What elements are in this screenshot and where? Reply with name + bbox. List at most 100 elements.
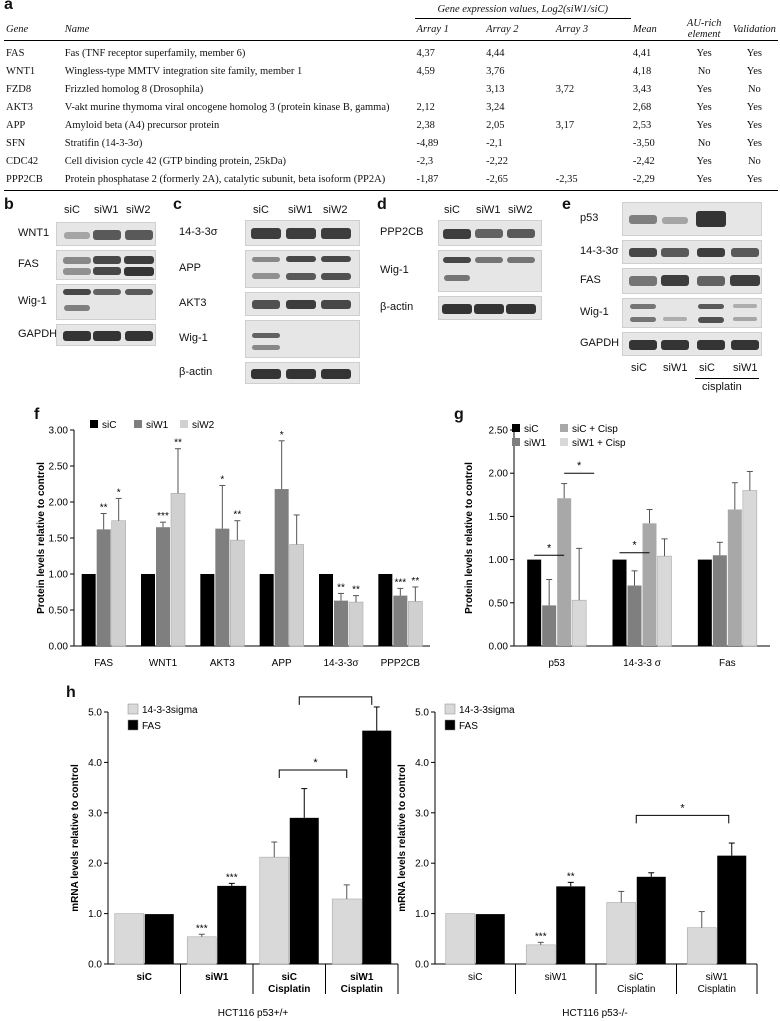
western-blot-e: p53 14-3-3σ FAS Wig-1 GAPDH siC siW1 siC siW1 cis… — [560, 190, 780, 400]
bar — [186, 936, 217, 965]
bar — [230, 539, 245, 647]
blot-band — [64, 305, 90, 311]
blot-band — [629, 340, 657, 350]
table-cell: 4,18 — [632, 66, 652, 77]
table-row: APP Amyloid beta (A4) precursor protein 2,… — [4, 117, 778, 135]
significance-bracket — [278, 769, 348, 778]
bar — [612, 559, 627, 646]
y-tick-label: 2.0 — [88, 859, 102, 870]
blot-band — [733, 304, 757, 308]
table-cell: Yes — [746, 138, 763, 149]
table-cell: 3,43 — [632, 84, 652, 95]
table-cell: 4,41 — [632, 48, 652, 59]
lane-label: siW1 — [94, 204, 119, 216]
blot-strip — [622, 240, 762, 264]
col-mean: Mean — [632, 23, 657, 35]
table-cell: Cell division cycle 42 (GTP binding prot… — [64, 156, 286, 167]
table-cell: 2,38 — [416, 120, 435, 131]
table-cell: Yes — [746, 120, 763, 131]
blot-band — [252, 300, 280, 309]
significance-bracket — [635, 814, 730, 824]
table-cell — [554, 135, 631, 153]
blot-row-label: 14-3-3σ — [580, 245, 619, 257]
table-cell: 3,72 — [555, 84, 575, 95]
y-axis-title: mRNA levels relative to control — [397, 764, 408, 912]
blot-band — [661, 340, 689, 350]
table-row: FZD8 Frizzled homolog 8 (Drosophila) 3,13 3… — [4, 81, 778, 99]
y-tick-label: 1.0 — [415, 909, 429, 920]
blot-band — [125, 331, 153, 341]
bar — [259, 574, 274, 646]
blot-row-label: p53 — [580, 212, 599, 224]
table-cell: PPP2CB — [6, 174, 43, 185]
legend-swatch — [180, 420, 188, 428]
y-tick-label: 1.00 — [489, 555, 509, 566]
category-label: siW1 — [350, 972, 374, 983]
table-cell: -4,89 — [416, 138, 439, 149]
col-array1: Array 1 — [416, 23, 449, 35]
blot-strip — [622, 202, 762, 236]
bar — [742, 490, 758, 647]
blot-band — [629, 215, 657, 224]
bar — [445, 913, 476, 965]
blot-band — [251, 228, 281, 239]
blot-strip — [56, 222, 156, 246]
legend-swatch — [512, 438, 520, 446]
blot-strip — [56, 250, 156, 280]
table-cell: Yes — [746, 48, 763, 59]
significance-mark: ** — [352, 585, 360, 596]
legend-label: siC + Cisp — [572, 424, 618, 435]
blot-row-label: FAS — [580, 274, 601, 286]
significance-mark: *** — [226, 872, 238, 883]
table-cell: Yes — [696, 84, 712, 95]
table-cell: -1,87 — [416, 174, 439, 185]
blot-row-label: Wig-1 — [179, 332, 208, 344]
blot-band — [443, 229, 471, 239]
blot-band — [286, 228, 316, 239]
blot-row-label: β-actin — [179, 366, 213, 378]
panel-label-a: a — [4, 0, 13, 13]
category-label: Cisplatin — [341, 984, 383, 995]
table-cell: Yes — [696, 102, 712, 113]
y-tick-label: 4.0 — [88, 758, 102, 769]
blot-band — [630, 317, 656, 322]
blot-band — [474, 304, 504, 314]
table-cell — [554, 153, 631, 171]
bar — [556, 886, 586, 964]
panel-label-f: f — [34, 406, 40, 423]
blot-band — [124, 256, 154, 264]
bar — [378, 574, 393, 646]
panel-label-b: b — [4, 196, 14, 213]
blot-band — [63, 268, 91, 275]
table-cell: Stratifin (14-3-3σ) — [64, 138, 143, 149]
table-cell: AKT3 — [6, 102, 33, 113]
bar — [627, 585, 642, 646]
legend-swatch — [560, 424, 568, 432]
blot-band — [321, 256, 351, 262]
table-cell: Fas (TNF receptor superfamily, member 6) — [64, 48, 246, 59]
blot-band — [286, 273, 316, 280]
bar-chart-h-p53-wt: 0.0 1.0 2.0 3.0 4.0 5.0 mRNA levels relative t… — [70, 690, 399, 1019]
legend-swatch — [127, 719, 139, 731]
bar-chart-h-p53-null: 0.0 1.0 2.0 3.0 4.0 5.0 mRNA levels relative t… — [397, 703, 758, 1019]
y-tick-label: 0.0 — [88, 960, 102, 971]
table-row: FAS Fas (TNF receptor superfamily, member… — [4, 45, 778, 63]
panel-label-c: c — [173, 196, 182, 213]
significance-mark: * — [577, 460, 582, 472]
blot-row-label: 14-3-3σ — [179, 226, 218, 238]
category-label: siW1 — [545, 972, 568, 983]
blot-band — [125, 289, 153, 295]
table-cell: CDC42 — [6, 156, 39, 167]
table-super-header: Gene expression values, Log2(siW1/siC) — [414, 2, 631, 19]
bar — [557, 498, 572, 646]
treatment-label: cisplatin — [702, 381, 742, 393]
blot-band — [444, 275, 470, 281]
significance-mark: * — [313, 757, 318, 769]
x-axis-title: HCT116 p53-/- — [562, 1008, 627, 1019]
bar — [114, 913, 145, 965]
table-cell: 3,24 — [486, 102, 505, 113]
significance-mark: ** — [567, 871, 575, 882]
blot-row-label: Wig-1 — [580, 306, 609, 318]
table-cell: -2,65 — [486, 174, 509, 185]
table-cell: Amyloid beta (A4) precursor protein — [64, 120, 220, 131]
